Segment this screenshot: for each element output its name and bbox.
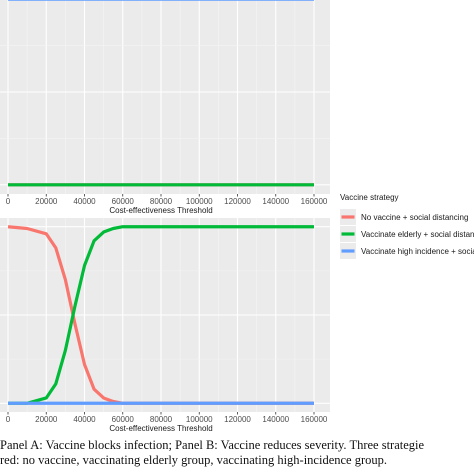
panel-b-series-2-line [8,225,314,405]
panel-a-x-tick-label: 60000 [112,197,135,206]
panel-b-x-tick-label: 140000 [262,415,289,424]
caption-line-1: Panel A: Vaccine blocks infection; Panel… [0,438,425,452]
panel-b-x-tick-label: 160000 [301,415,328,424]
legend-title: Vaccine strategy [340,193,399,202]
panel-a-x-tick-label: 40000 [73,197,96,206]
panel-b-x-tick-label: 20000 [35,415,58,424]
panel-a-x-tick-label: 0 [6,197,11,206]
panel-a-x-tick-label: 120000 [224,197,251,206]
panel-b-x-tick-label: 40000 [73,415,96,424]
panel-b-x-tick-label: 100000 [186,415,213,424]
panel-b: 0 20000 40000 60000 80000 100000 120000 140000 1… [0,218,330,433]
legend-item-2-label: Vaccinate elderly + social distancin [361,230,474,239]
legend-item-1-label: No vaccine + social distancing [361,213,468,222]
panel-b-x-tick-label: 60000 [112,415,135,424]
panel-b-x-axis-label: Cost-effectiveness Threshold [109,424,212,433]
legend: Vaccine strategy No vaccine + social dist… [340,193,474,259]
legend-item-3-label: Vaccinate high incidence + social d [361,247,474,256]
panel-a-x-tick-label: 80000 [150,197,173,206]
panel-a-x-tick-label: 160000 [301,197,328,206]
panel-b-x-tick-label: 80000 [150,415,173,424]
panel-a-x-tick-label: 100000 [186,197,213,206]
panel-b-x-tick-label: 0 [6,415,11,424]
panel-a-background [0,0,330,194]
panel-a-x-tick-label: 140000 [262,197,289,206]
caption-line-2: red: no vaccine, vaccinating elderly gro… [0,453,387,467]
panel-a-x-axis-label: Cost-effectiveness Threshold [109,206,212,215]
panel-a: 0 20000 40000 60000 80000 100000 120000 140000 1… [0,0,330,215]
panel-a-x-tick-label: 20000 [35,197,58,206]
panel-b-x-tick-label: 120000 [224,415,251,424]
figure-caption: Panel A: Vaccine blocks infection; Panel… [0,438,474,468]
